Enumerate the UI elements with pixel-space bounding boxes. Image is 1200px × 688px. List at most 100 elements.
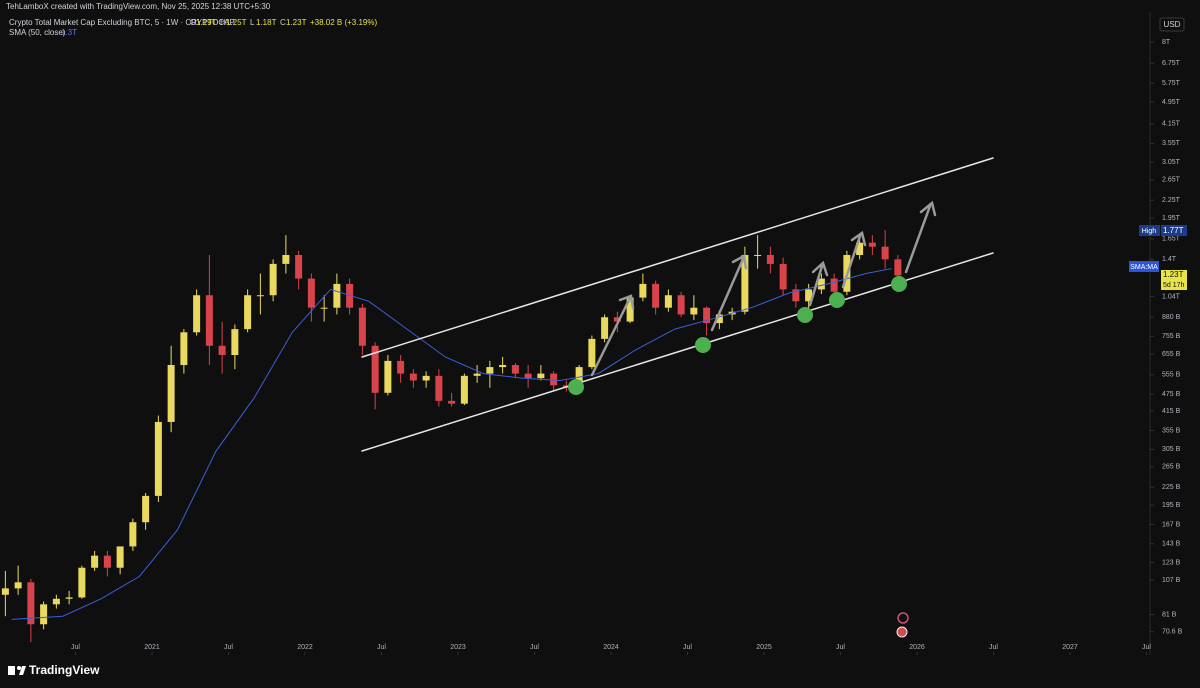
candle-body	[116, 546, 124, 568]
logo-part	[8, 666, 15, 675]
y-tick-label: 355 B	[1162, 427, 1181, 434]
x-tick-label: Jul	[683, 644, 692, 651]
y-tick-label: 3.55T	[1162, 140, 1181, 147]
candle-body	[473, 373, 481, 376]
x-tick-label: 2027	[1062, 644, 1078, 651]
ohlc-value: 1.23T	[286, 18, 307, 27]
candle-body	[205, 295, 213, 346]
event-icon[interactable]	[897, 612, 909, 624]
x-tick-label: 2026	[909, 644, 925, 651]
touch-points	[568, 276, 907, 395]
high-value-box	[1161, 225, 1187, 236]
ohlc-key: H	[220, 18, 226, 27]
event-icon[interactable]	[896, 626, 908, 638]
countdown: 5d 17h	[1163, 282, 1185, 289]
ohlc-legend: O 1.19T H 1.25T L 1.18T C 1.23T +38.02 B (+3.19%…	[190, 18, 377, 27]
candle-body	[652, 283, 660, 308]
candle-body	[868, 242, 876, 247]
candle-body	[244, 295, 252, 330]
candle-body	[537, 373, 545, 379]
candle-body	[550, 373, 558, 386]
candle-body	[715, 314, 723, 324]
last-price-box	[1161, 270, 1187, 290]
candle-body	[779, 263, 787, 290]
y-tick-label: 1.95T	[1162, 215, 1181, 222]
y-tick-label: 225 B	[1162, 484, 1181, 491]
y-tick-label: 475 B	[1162, 391, 1181, 398]
time-axis: Jul 2021 Jul 2022 Jul 2023 Jul 2024 Jul 2025 Jul 20…	[71, 644, 1151, 651]
candle-body	[40, 604, 48, 625]
x-tick-label: 2025	[756, 644, 772, 651]
touch-point	[891, 276, 907, 292]
y-tick-label: 415 B	[1162, 408, 1181, 415]
currency-box[interactable]	[1159, 17, 1185, 32]
x-tick-label: Jul	[989, 644, 998, 651]
y-tick-label: 3.05T	[1162, 159, 1181, 166]
channel-upper	[361, 157, 994, 358]
x-tick-label: Jul	[530, 644, 539, 651]
last-price: 1.23T	[1163, 270, 1184, 279]
candle-body	[103, 555, 111, 568]
ohlc-key: L	[250, 18, 255, 27]
candle-body	[14, 582, 22, 589]
x-tick-label: Jul	[224, 644, 233, 651]
candle-body	[499, 364, 507, 368]
candle-body	[792, 289, 800, 302]
touch-point	[568, 379, 584, 395]
ohlc-value: 1.18T	[256, 18, 277, 27]
y-tick-label: 2.25T	[1162, 197, 1181, 204]
x-tick-label: 2021	[144, 644, 160, 651]
candle-body	[511, 364, 519, 374]
y-tick-label: 4.15T	[1162, 121, 1181, 128]
candle-body	[27, 582, 35, 625]
arrow	[590, 294, 635, 377]
candle-body	[486, 367, 494, 374]
arrows	[590, 200, 937, 377]
candle-body	[282, 254, 290, 264]
arrow	[904, 200, 937, 274]
candle-body	[626, 297, 634, 322]
candle-body	[307, 278, 315, 308]
candle-body	[358, 307, 366, 346]
candle-body	[397, 360, 405, 374]
y-tick-label: 195 B	[1162, 502, 1181, 509]
y-tick-label: 8T	[1162, 39, 1171, 46]
high-value: 1.77T	[1163, 226, 1184, 235]
y-tick-label: 81 B	[1162, 611, 1177, 618]
y-tick-label: 655 B	[1162, 351, 1181, 358]
touch-point	[829, 292, 845, 308]
logo	[8, 666, 26, 675]
candle-body	[231, 329, 239, 356]
x-tick-label: 2023	[450, 644, 466, 651]
candle-body	[741, 254, 749, 312]
sma-label-box	[1129, 261, 1159, 272]
candle-body	[1, 588, 9, 595]
candle-body	[690, 307, 698, 315]
candle-body	[142, 495, 150, 523]
ohlc-value: 1.19T	[196, 18, 217, 27]
y-tick-label: 5.75T	[1162, 80, 1181, 87]
ohlc-key: O	[190, 18, 196, 27]
sma-label: SMA:MA	[1130, 264, 1158, 271]
channel-lower	[361, 252, 994, 452]
candle-body	[754, 254, 762, 256]
candle-body	[460, 375, 468, 404]
candle-body	[613, 317, 621, 322]
credit: TehLamboX created with TradingView.com, …	[6, 2, 271, 11]
y-tick-label: 755 B	[1162, 333, 1181, 340]
candle-body	[677, 295, 685, 315]
candle-body	[371, 345, 379, 393]
candle-body	[448, 400, 456, 404]
logo-part	[19, 666, 26, 675]
arrow	[841, 230, 867, 289]
plot	[1, 230, 902, 643]
indicator-value: 1.3T	[61, 28, 77, 37]
chart-title: Crypto Total Market Cap Excluding BTC, 5…	[9, 18, 235, 27]
brand: TradingView	[29, 663, 100, 677]
x-tick-label: Jul	[377, 644, 386, 651]
currency[interactable]: USD	[1164, 20, 1181, 29]
ohlc-key: C	[280, 18, 286, 27]
y-tick-label: 123 B	[1162, 559, 1181, 566]
candle-body	[180, 332, 188, 365]
